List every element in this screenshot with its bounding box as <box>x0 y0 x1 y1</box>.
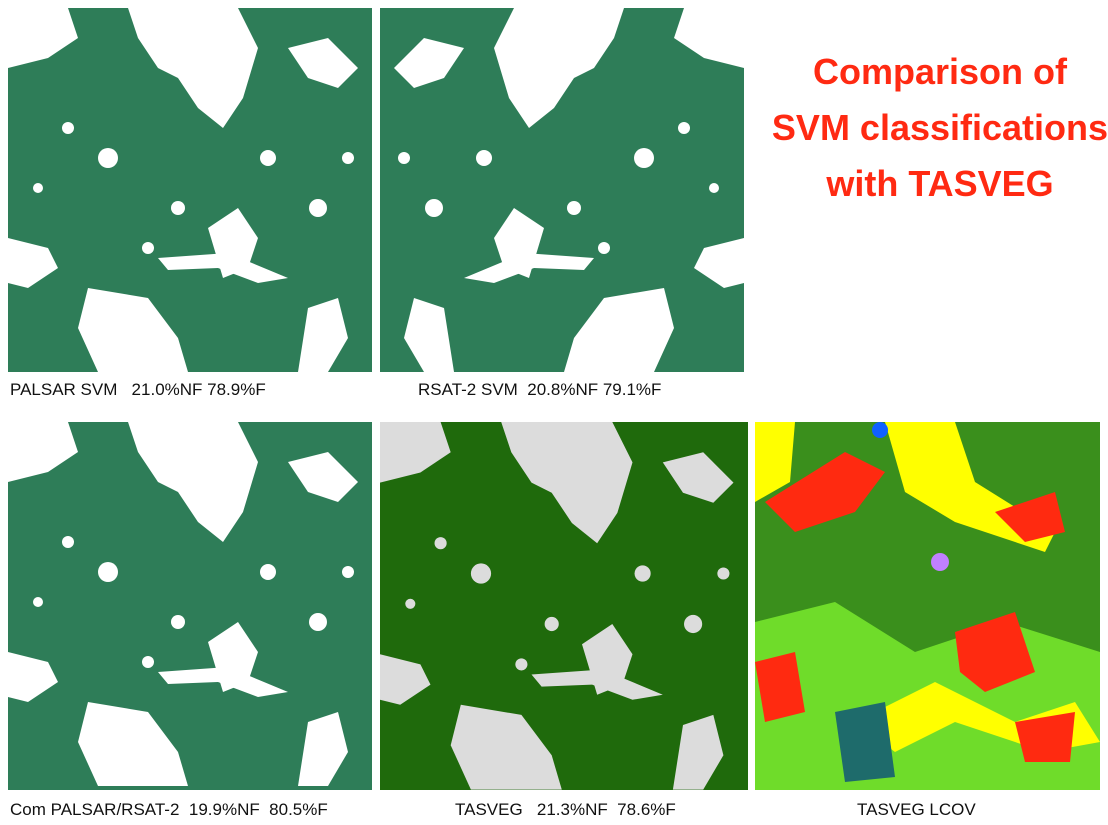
caption: Com PALSAR/RSAT-2 19.9%NF 80.5%F <box>10 800 328 820</box>
map-tasveg <box>380 422 748 790</box>
land-class <box>835 702 895 782</box>
title-line: Comparison of <box>770 44 1108 100</box>
caption: RSAT-2 SVM 20.8%NF 79.1%F <box>418 380 661 400</box>
caption: PALSAR SVM 21.0%NF 78.9%F <box>10 380 266 400</box>
slide: PALSAR SVM 21.0%NF 78.9%F RSAT-2 SVM 20.… <box>0 0 1108 825</box>
map-palsar <box>8 8 372 372</box>
caption: TASVEG LCOV <box>857 800 976 820</box>
map-rsat2 <box>380 8 744 372</box>
map-lcov <box>755 422 1100 790</box>
slide-title: Comparison of SVM classifications with T… <box>770 44 1108 212</box>
title-line: SVM classifications <box>770 100 1108 156</box>
caption: TASVEG 21.3%NF 78.6%F <box>455 800 676 820</box>
land-class <box>872 422 888 438</box>
title-line: with TASVEG <box>770 156 1108 212</box>
map-combined <box>8 422 372 790</box>
land-class <box>931 553 949 571</box>
